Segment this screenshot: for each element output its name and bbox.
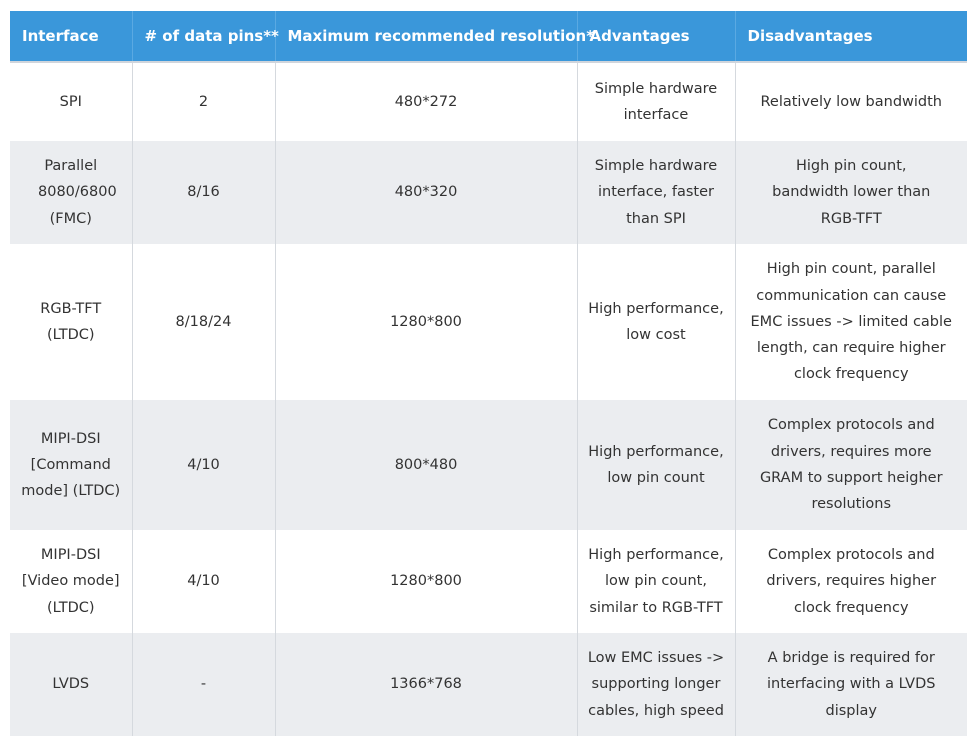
cell-interface: MIPI-DSI [Command mode] (LTDC): [10, 400, 132, 530]
cell-advantages: Simple hardware interface: [576, 62, 735, 141]
cell-max-resolution: 480*320: [274, 141, 577, 244]
cell-disadvantages: High pin count, parallel communication c…: [734, 244, 967, 400]
cell-data-pins: -: [131, 633, 275, 736]
cell-data-pins: 8/16: [131, 141, 275, 244]
header-advantages: Advantages: [576, 11, 735, 63]
cell-max-resolution: 800*480: [274, 400, 577, 530]
cell-disadvantages: A bridge is required for interfacing wit…: [734, 633, 967, 736]
cell-data-pins: 4/10: [131, 400, 275, 530]
cell-data-pins: 8/18/24: [131, 244, 275, 400]
cell-interface: MIPI-DSI [Video mode] (LTDC): [10, 530, 132, 633]
display-interface-comparison-table: Interface # of data pins** Maximum recom…: [10, 11, 967, 736]
cell-data-pins: 2: [131, 62, 275, 141]
header-disadvantages: Disadvantages: [734, 11, 967, 63]
table-header-row: Interface # of data pins** Maximum recom…: [10, 11, 967, 63]
cell-interface: SPI: [10, 62, 132, 141]
table-row: RGB-TFT (LTDC) 8/18/24 1280*800 High per…: [10, 244, 967, 400]
cell-disadvantages: Complex protocols and drivers, requires …: [734, 530, 967, 633]
cell-max-resolution: 1280*800: [274, 244, 577, 400]
cell-max-resolution: 480*272: [274, 62, 577, 141]
table-row: Parallel 8080/6800 (FMC) 8/16 480*320 Si…: [10, 141, 967, 244]
cell-max-resolution: 1366*768: [274, 633, 577, 736]
table-row: MIPI-DSI [Command mode] (LTDC) 4/10 800*…: [10, 400, 967, 530]
cell-max-resolution: 1280*800: [274, 530, 577, 633]
cell-advantages: Simple hardware interface, faster than S…: [576, 141, 735, 244]
cell-disadvantages: Relatively low bandwidth: [734, 62, 967, 141]
cell-disadvantages: Complex protocols and drivers, requires …: [734, 400, 967, 530]
cell-interface: LVDS: [10, 633, 132, 736]
cell-interface: RGB-TFT (LTDC): [10, 244, 132, 400]
cell-advantages: High performance, low pin count: [576, 400, 735, 530]
cell-advantages: High performance, low pin count, similar…: [576, 530, 735, 633]
cell-disadvantages: High pin count, bandwidth lower than RGB…: [734, 141, 967, 244]
table-row: SPI 2 480*272 Simple hardware interface …: [10, 62, 967, 141]
table-row: MIPI-DSI [Video mode] (LTDC) 4/10 1280*8…: [10, 530, 967, 633]
table-row: LVDS - 1366*768 Low EMC issues -> suppor…: [10, 633, 967, 736]
cell-advantages: High performance, low cost: [576, 244, 735, 400]
header-max-resolution: Maximum recommended resolution*: [274, 11, 594, 63]
cell-advantages: Low EMC issues -> supporting longer cabl…: [576, 633, 735, 736]
cell-data-pins: 4/10: [131, 530, 275, 633]
header-data-pins: # of data pins**: [131, 11, 279, 63]
cell-interface: Parallel 8080/6800 (FMC): [10, 141, 132, 244]
header-interface: Interface: [10, 11, 132, 63]
